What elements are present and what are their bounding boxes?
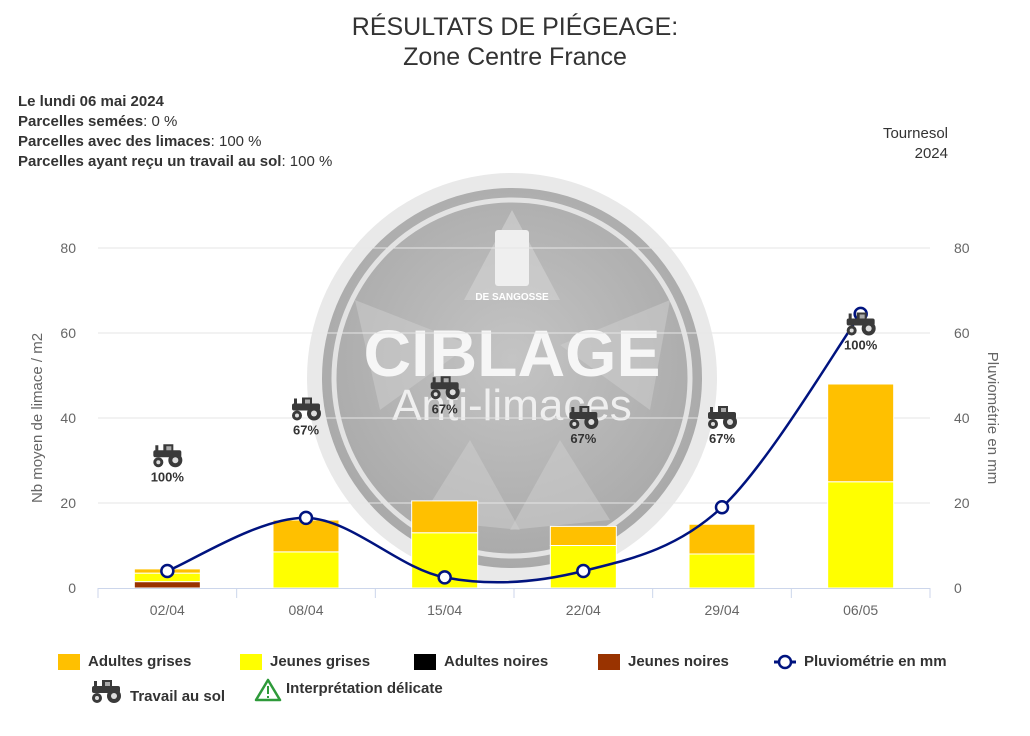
bar-jeunes-grises bbox=[827, 481, 895, 589]
tractor-icon bbox=[153, 444, 183, 468]
info-block: Le lundi 06 mai 2024 Parcelles semées: 0… bbox=[18, 92, 332, 172]
legend-tractor-icon bbox=[92, 680, 121, 703]
y-tick-label: 60 bbox=[60, 325, 76, 341]
bar-adultes-grises bbox=[827, 383, 895, 483]
chart-title: RÉSULTATS DE PIÉGEAGE: bbox=[351, 13, 679, 41]
y2-tick-label: 20 bbox=[954, 495, 970, 511]
legend-item-jeunes-grises[interactable]: Jeunes grises bbox=[270, 653, 371, 670]
pluvio-point bbox=[714, 500, 730, 515]
pluvio-point bbox=[576, 563, 591, 579]
crop-block: Tournesol 2024 bbox=[883, 124, 948, 164]
pluvio-point bbox=[160, 563, 175, 579]
legend-swatch-adultes-noires bbox=[414, 654, 436, 670]
tractor-percent-label: 100% bbox=[844, 338, 878, 353]
watermark-brand: DE SANGOSSE bbox=[475, 292, 549, 303]
info-slugs-label: Parcelles avec des limaces bbox=[18, 133, 211, 150]
legend-marker-pluvio bbox=[777, 654, 793, 670]
y-tick-label: 0 bbox=[68, 580, 76, 596]
legend-item-interpretation: Interprétation délicate bbox=[286, 680, 443, 697]
bar-jeunes-grises bbox=[688, 553, 756, 589]
axes-group: 0 0 20 20 40 40 60 60 80 80 02/04 08/04 15/04 22/04 29… bbox=[60, 240, 969, 618]
y-tick-label: 40 bbox=[60, 410, 76, 426]
x-tick-label: 29/04 bbox=[704, 602, 739, 618]
y-axis-title: Nb moyen de limace / m2 bbox=[29, 333, 46, 503]
legend-item-jeunes-noires[interactable]: Jeunes noires bbox=[628, 653, 729, 670]
info-sown-label: Parcelles semées bbox=[18, 113, 144, 130]
y-tick-label: 20 bbox=[60, 495, 76, 511]
y2-axis-title: Pluviométrie en mm bbox=[984, 352, 1001, 485]
info-tillage-label: Parcelles ayant reçu un travail au sol bbox=[18, 153, 282, 170]
info-slugs-value: : 100 % bbox=[210, 133, 262, 150]
info-date: Le lundi 06 mai 2024 bbox=[18, 93, 164, 110]
x-tick-label: 22/04 bbox=[566, 602, 601, 618]
y-tick-label: 80 bbox=[60, 240, 76, 256]
tractor-percent-label: 67% bbox=[432, 401, 458, 416]
y2-tick-label: 0 bbox=[954, 580, 962, 596]
legend-item-pluvio[interactable]: Pluviométrie en mm bbox=[804, 653, 947, 670]
bar-adultes-grises bbox=[688, 523, 756, 555]
y2-tick-label: 80 bbox=[954, 240, 970, 256]
pluvio-point bbox=[437, 570, 452, 585]
crop-name: Tournesol bbox=[882, 125, 948, 142]
legend-swatch-jeunes-noires bbox=[598, 654, 620, 670]
tractor-icon bbox=[708, 406, 737, 429]
legend-item-travail-au-sol[interactable]: Travail au sol bbox=[130, 688, 226, 705]
x-tick-label: 15/04 bbox=[427, 602, 462, 618]
chart-subtitle: Zone Centre France bbox=[403, 43, 627, 71]
legend-item-adultes-grises[interactable]: Adultes grises bbox=[88, 653, 192, 670]
pluvio-point bbox=[298, 510, 314, 526]
tractor-markers: 100% 67% 67% 67% 67% 100% bbox=[151, 312, 878, 484]
info-sown-value: : 0 % bbox=[143, 113, 178, 130]
pluvio-line bbox=[166, 313, 862, 584]
y2-tick-label: 40 bbox=[954, 410, 970, 426]
bar-jeunes-grises bbox=[272, 551, 340, 589]
bar-adultes-grises bbox=[411, 500, 479, 534]
tractor-icon bbox=[846, 312, 876, 336]
info-tillage-value: : 100 % bbox=[281, 153, 333, 170]
watermark-logo: DE SANGOSSE CIBLAGE Anti-limaces bbox=[307, 173, 717, 583]
x-tick-label: 06/05 bbox=[843, 602, 878, 618]
legend-swatch-adultes-grises bbox=[58, 654, 80, 670]
legend-item-adultes-noires[interactable]: Adultes noires bbox=[444, 653, 549, 670]
bars-group bbox=[133, 383, 895, 589]
tractor-percent-label: 67% bbox=[709, 431, 735, 446]
x-tick-label: 02/04 bbox=[150, 602, 185, 618]
tractor-percent-label: 67% bbox=[570, 431, 596, 446]
watermark-title: CIBLAGE bbox=[364, 316, 661, 390]
y2-tick-label: 60 bbox=[954, 325, 970, 341]
legend-symbols bbox=[58, 654, 796, 703]
legend-swatch-jeunes-grises bbox=[240, 654, 262, 670]
crop-year: 2024 bbox=[914, 145, 948, 162]
bar-adultes-grises bbox=[272, 519, 340, 553]
x-tick-label: 08/04 bbox=[288, 602, 323, 618]
tractor-percent-label: 100% bbox=[151, 469, 185, 484]
tractor-percent-label: 67% bbox=[293, 423, 319, 438]
bar-adultes-grises bbox=[549, 525, 617, 546]
bar-jeunes-noires bbox=[133, 581, 201, 589]
